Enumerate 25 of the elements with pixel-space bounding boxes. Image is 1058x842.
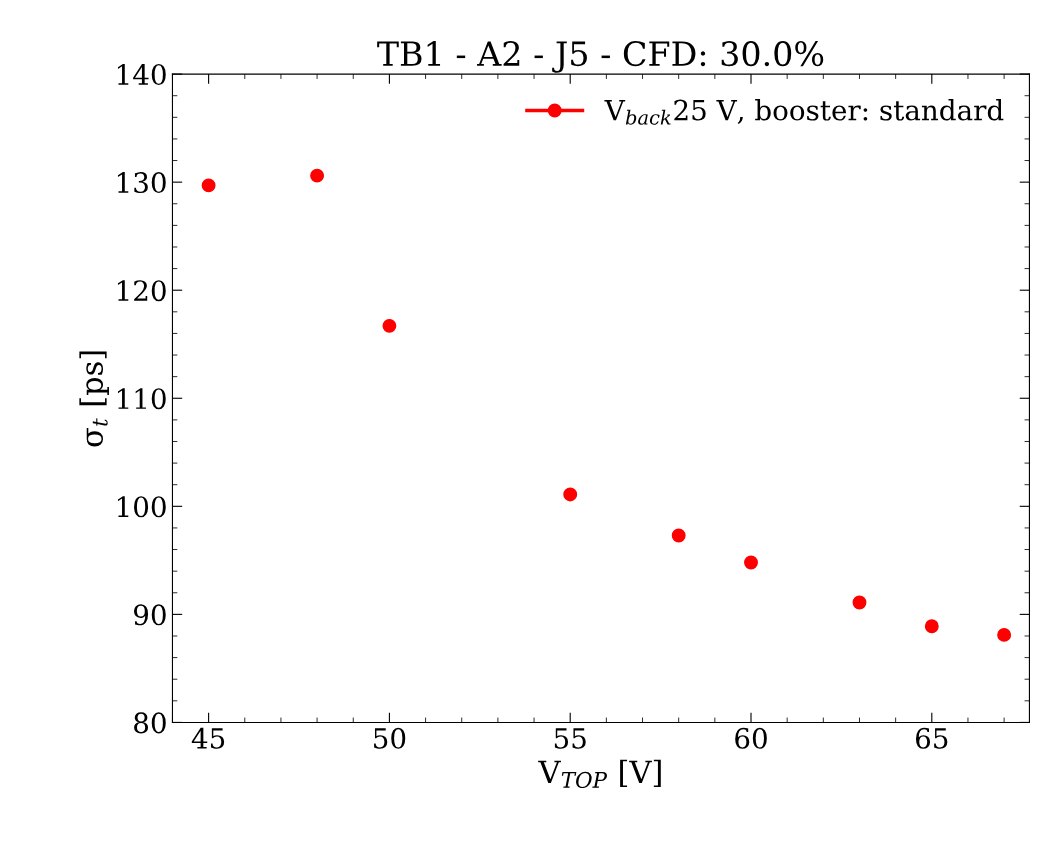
point (563, 487, 578, 502)
point (382, 318, 397, 333)
y-tick-label: 80 (134, 712, 166, 734)
x-axis-title: V$_{TOP}$ [V] (538, 759, 661, 789)
y-tick-label: 90 (133, 604, 166, 626)
point (671, 528, 686, 543)
y-axis-title: σ$_{t}$ [ps] (79, 351, 109, 447)
point (744, 555, 758, 570)
y-tick-label: 100 (117, 496, 166, 518)
y-tick-label: 130 (117, 172, 166, 194)
chart-title: TB1 - A2 - J5 - CFD: 30.0% (377, 41, 824, 73)
point (997, 627, 1012, 642)
y-tick-label: 140 (117, 64, 166, 86)
x-tick-label: 50 (374, 727, 406, 749)
x-tick-label: 60 (735, 727, 767, 749)
x-tick-label: 55 (554, 728, 586, 749)
point (310, 168, 325, 183)
x-tick-label: 45 (191, 727, 225, 749)
y-tick-label: 110 (117, 388, 166, 410)
point (924, 619, 939, 634)
point (201, 178, 216, 193)
x-tick-label: 65 (915, 727, 948, 749)
legend-label: V$_{back}$25 V, booster: standard (604, 99, 1004, 125)
point (852, 595, 867, 610)
y-tick-label: 120 (117, 280, 166, 302)
